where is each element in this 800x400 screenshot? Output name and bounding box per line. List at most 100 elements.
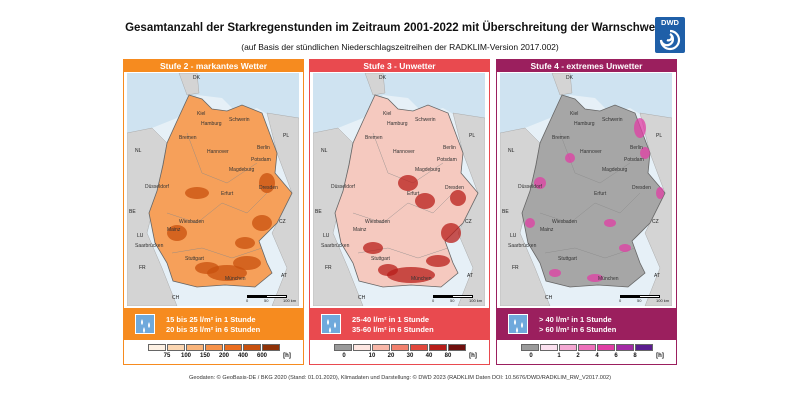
country-label-be: BE [129, 209, 136, 215]
dwd-swirl-icon [659, 29, 681, 51]
rain-hotspot [656, 187, 664, 199]
dwd-logo: DWD [655, 17, 685, 53]
country-label-pl: PL [656, 133, 663, 139]
rain-hotspot [415, 193, 435, 209]
legend-swatch [243, 344, 261, 351]
country-label-nl: NL [321, 148, 328, 154]
scale-tick-0: 0 [619, 298, 622, 303]
city-label-wiesbaden: Wiesbaden [552, 219, 578, 225]
germany-map-graphic [500, 73, 672, 306]
threshold-six-hour: > 60 l/m² in 6 Stunden [539, 325, 617, 334]
legend-label: 4 [595, 353, 599, 359]
dwd-logo-text: DWD [661, 18, 679, 27]
city-label-stuttgart: Stuttgart [185, 256, 204, 262]
rain-hotspot [185, 187, 209, 199]
map-panel-2: Stufe 2 - markantes Wetter DK NL BE LU F… [123, 59, 304, 365]
city-label-magdeburg: Magdeburg [602, 167, 628, 173]
scale-tick-0: 0 [432, 298, 435, 303]
legend-swatch [372, 344, 390, 351]
city-label-bremen: Bremen [552, 135, 570, 141]
legend-label: 200 [218, 353, 229, 359]
scale-tick-50: 50 [637, 298, 642, 303]
city-label-stuttgart: Stuttgart [371, 256, 390, 262]
legend-label: 10 [368, 353, 376, 359]
map-panel-4: Stufe 4 - extremes Unwetter DK NL BE LU … [496, 59, 677, 365]
rain-hotspot [252, 215, 272, 231]
legend-swatch [410, 344, 428, 351]
legend-label: 0 [342, 353, 346, 359]
legend-swatch [186, 344, 204, 351]
country-label-lu: LU [323, 233, 330, 239]
rain-icon [321, 314, 341, 334]
city-label-berlin: Berlin [630, 145, 643, 151]
country-label-nl: NL [135, 148, 142, 154]
city-label-muenchen: München [598, 276, 619, 282]
legend-label: 1 [557, 353, 561, 359]
rain-hotspot [450, 190, 466, 206]
city-label-mainz: Mainz [540, 227, 554, 233]
country-label-dk: DK [379, 75, 386, 81]
germany-map: DK NL BE LU FR CH AT CZ PL Kiel Hamburg … [313, 73, 485, 306]
rain-hotspot [195, 262, 219, 274]
country-label-cz: CZ [279, 219, 286, 225]
legend-label: 150 [199, 353, 210, 359]
city-label-schwerin: Schwerin [415, 117, 436, 123]
legend-swatch [597, 344, 615, 351]
legend-label: 30 [406, 353, 414, 359]
country-label-be: BE [315, 209, 322, 215]
threshold-hourly: 15 bis 25 l/m² in 1 Stunde [166, 315, 256, 324]
legend-label: 8 [633, 353, 637, 359]
country-label-ch: CH [545, 295, 553, 301]
country-label-pl: PL [283, 133, 290, 139]
threshold-box: 15 bis 25 l/m² in 1 Stunde 20 bis 35 l/m… [124, 308, 303, 340]
rain-hotspot [525, 218, 535, 228]
city-label-kiel: Kiel [197, 111, 206, 117]
country-label-cz: CZ [652, 219, 659, 225]
city-label-mainz: Mainz [353, 227, 367, 233]
legend-label: 600 [256, 353, 267, 359]
city-label-bremen: Bremen [365, 135, 383, 141]
country-label-at: AT [654, 273, 661, 279]
city-label-duesseldorf: Düsseldorf [331, 184, 355, 190]
country-label-be: BE [502, 209, 509, 215]
rain-hotspot [259, 173, 275, 193]
threshold-six-hour: 20 bis 35 l/m² in 6 Stunden [166, 325, 261, 334]
city-label-dresden: Dresden [445, 185, 464, 191]
country-label-ch: CH [358, 295, 366, 301]
scale-tick-0: 0 [246, 298, 249, 303]
city-label-magdeburg: Magdeburg [229, 167, 255, 173]
scale-tick-100: 100 km [656, 298, 670, 303]
city-label-kiel: Kiel [383, 111, 392, 117]
city-label-wiesbaden: Wiesbaden [365, 219, 391, 225]
map-panel-3: Stufe 3 - Unwetter DK NL BE LU FR CH AT … [309, 59, 490, 365]
city-label-potsdam: Potsdam [437, 157, 457, 163]
germany-map: DK NL BE LU FR CH AT CZ PL Kiel Hamburg … [500, 73, 672, 306]
rain-icon [508, 314, 528, 334]
city-label-wiesbaden: Wiesbaden [179, 219, 205, 225]
city-label-duesseldorf: Düsseldorf [518, 184, 542, 190]
legend-label: 400 [237, 353, 248, 359]
city-label-dresden: Dresden [632, 185, 651, 191]
scale-tick-100: 100 km [283, 298, 297, 303]
footer-credits: Geodaten: © GeoBasis-DE / BKG 2020 (Stan… [189, 375, 611, 381]
rain-hotspot [619, 244, 631, 252]
city-label-schwerin: Schwerin [602, 117, 623, 123]
panel-header: Stufe 4 - extremes Unwetter [497, 60, 676, 72]
legend-swatch [521, 344, 539, 351]
legend-label: [h] [469, 353, 477, 359]
legend-swatch [448, 344, 466, 351]
color-legend: 0 1 2 4 6 8 [h] [497, 341, 676, 363]
city-label-magdeburg: Magdeburg [415, 167, 441, 173]
rain-hotspot [534, 177, 546, 189]
legend-swatch [334, 344, 352, 351]
country-label-fr: FR [325, 265, 332, 271]
threshold-six-hour: 35-60 l/m² in 6 Stunden [352, 325, 434, 334]
city-label-berlin: Berlin [443, 145, 456, 151]
city-label-schwerin: Schwerin [229, 117, 250, 123]
rain-hotspot [604, 219, 616, 227]
city-label-hamburg: Hamburg [574, 121, 595, 127]
city-label-stuttgart: Stuttgart [558, 256, 577, 262]
legend-swatch [578, 344, 596, 351]
legend-label: 2 [576, 353, 580, 359]
germany-map-graphic [127, 73, 299, 306]
